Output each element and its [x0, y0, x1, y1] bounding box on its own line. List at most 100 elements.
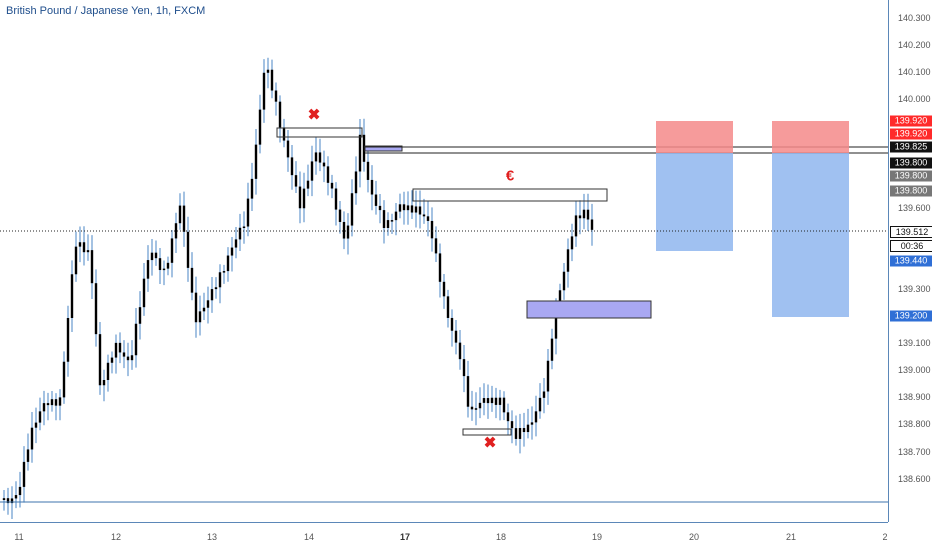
candle-body [138, 307, 142, 324]
candle-body [102, 380, 106, 386]
price-axis[interactable]: 140.300 140.200 140.100 140.000 139.600 … [888, 0, 932, 522]
candle-body [246, 198, 250, 227]
candle-body [538, 397, 542, 412]
candle-body [490, 397, 494, 404]
target-price-tag: 139.440 [890, 255, 932, 267]
candle-body [146, 260, 150, 279]
level-price-tag: 139.800 [890, 157, 932, 169]
candle-body [10, 498, 14, 504]
price-chart[interactable]: British Pound / Japanese Yen, 1h, FXCM ✖… [0, 0, 888, 522]
candle-body [334, 188, 338, 210]
candle-body [82, 242, 86, 253]
price-tick: 139.600 [898, 203, 931, 213]
candle-body [182, 205, 186, 232]
candle-body [46, 403, 50, 406]
candle-body [578, 215, 582, 219]
candle-body [58, 397, 62, 406]
candle-body [494, 397, 498, 405]
candle-body [350, 193, 354, 226]
candle-body [274, 90, 278, 102]
candle-body [70, 274, 74, 319]
candle-body [150, 252, 154, 261]
price-tick: 140.300 [898, 13, 931, 23]
candle-body [470, 406, 474, 410]
candle-body [446, 296, 450, 318]
candle-body [318, 152, 322, 163]
candle-body [586, 209, 590, 220]
candle-body [514, 428, 518, 439]
candle-body [226, 255, 230, 272]
candle-body [54, 399, 58, 406]
candle-body [358, 134, 362, 172]
candle-body [98, 334, 102, 386]
candle-body [590, 219, 594, 230]
candle-body [394, 211, 398, 221]
candle-body [414, 206, 418, 213]
setup2-stop-zone [772, 121, 849, 153]
candle-body [422, 214, 426, 217]
candle-body [362, 134, 366, 162]
candle-body [178, 205, 182, 224]
candle-body [258, 109, 262, 145]
candle-body [174, 223, 178, 239]
candle-body [546, 360, 550, 392]
small-blue-box [364, 145, 403, 152]
setup1-stop-zone [656, 121, 733, 153]
candle-body [374, 194, 378, 206]
candle-body [210, 289, 214, 301]
candle-body [234, 239, 238, 248]
candle-body [390, 220, 394, 222]
candle-body [78, 242, 82, 247]
candle-body [262, 72, 266, 110]
entry-price-tag: 139.800 [890, 170, 932, 182]
candle-body [366, 161, 370, 180]
entry-price-tag: 139.800 [890, 185, 932, 197]
price-tick: 139.100 [898, 338, 931, 348]
candle-body [222, 271, 226, 273]
candle-body [322, 162, 326, 167]
candle-body [126, 356, 130, 361]
candle-body [122, 352, 126, 357]
price-tick: 138.700 [898, 447, 931, 457]
candle-body [106, 362, 110, 381]
candle-body [442, 281, 446, 297]
candle-body [486, 398, 490, 404]
time-tick: 12 [110, 532, 122, 542]
candle-body [410, 205, 414, 213]
candle-body [342, 221, 346, 239]
candle-body [30, 427, 34, 450]
target-price-tag: 139.200 [890, 310, 932, 322]
stop-price-tag: 139.920 [890, 128, 932, 140]
candle-body [386, 220, 390, 228]
time-tick: 13 [206, 532, 218, 542]
candle-body [90, 250, 94, 284]
candle-body [66, 318, 70, 362]
candle-body [434, 238, 438, 254]
candle-body [266, 69, 270, 73]
setup2-target-zone [772, 153, 849, 317]
candle-body [166, 262, 170, 269]
chart-canvas[interactable] [0, 0, 888, 522]
bottom-support-box [462, 428, 512, 436]
candle-body [310, 161, 314, 181]
cross-top-marker: ✖ [307, 106, 321, 124]
candle-body [346, 225, 350, 239]
price-tick: 138.600 [898, 474, 931, 484]
candle-body [554, 305, 558, 339]
time-axis[interactable]: 11 12 13 14 17 18 19 20 21 2 [0, 522, 888, 551]
level-price-tag: 139.825 [890, 141, 932, 153]
time-tick: 17 [399, 532, 411, 542]
candle-body [86, 250, 90, 253]
candle-body [186, 231, 190, 268]
candle-body [74, 246, 78, 275]
candle-body [278, 101, 282, 128]
candle-body [94, 283, 98, 335]
chart-title: British Pound / Japanese Yen, 1h, FXCM [6, 5, 206, 17]
candle-body [478, 402, 482, 409]
candle-body [238, 227, 242, 240]
time-tick: 19 [591, 532, 603, 542]
candles-layer [2, 57, 594, 520]
candle-body [34, 422, 38, 428]
candle-body [158, 258, 162, 271]
candle-body [402, 204, 406, 211]
